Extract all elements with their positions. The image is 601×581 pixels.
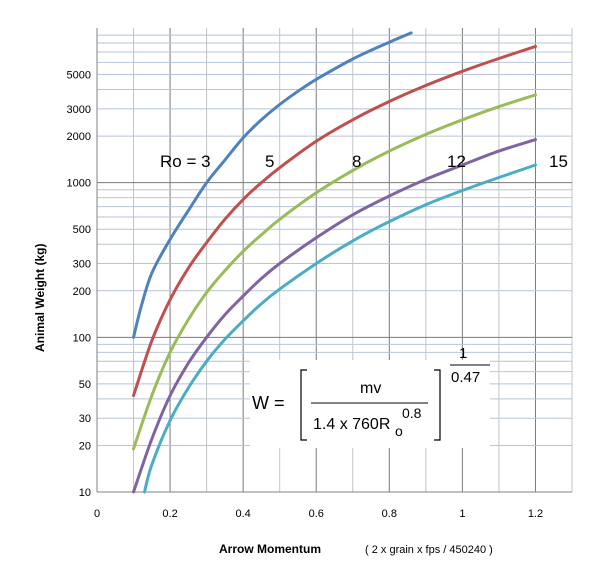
y-tick-label: 30 [79, 413, 91, 425]
formula: W = mv 1.4 x 760R o 0.8 1 0.47 [250, 345, 490, 448]
y-tick-label: 10 [79, 487, 91, 499]
x-tick-label: 1 [459, 508, 465, 520]
series-line-2 [132, 93, 537, 451]
series-lines [132, 31, 537, 494]
series-line-3 [132, 138, 537, 494]
y-tick-label: 3000 [67, 104, 91, 116]
y-tick-label: 100 [73, 332, 91, 344]
y-tick-labels: 10 20 30 50 100 200 300 500 1000 2000 3000 5000 [67, 70, 91, 499]
ro-label-8: 8 [352, 152, 361, 171]
x-tick-labels: 0 0.2 0.4 0.6 0.8 1 1.2 [94, 508, 543, 520]
ro-labels: Ro = 3 5 8 12 15 [160, 152, 568, 171]
ro-label-15: 15 [549, 152, 568, 171]
series-line-4 [143, 163, 537, 494]
ro-label-12: 12 [447, 152, 466, 171]
x-axis-title: Arrow Momentum [219, 542, 321, 556]
y-tick-label: 200 [73, 286, 91, 298]
formula-denominator-superscript: 0.8 [402, 405, 422, 421]
y-tick-label: 5000 [67, 70, 91, 82]
y-tick-label: 2000 [67, 131, 91, 143]
formula-left-bracket [300, 369, 307, 441]
formula-denominator-subscript: o [395, 423, 403, 439]
series-line-1 [132, 44, 537, 398]
ro-label-5: 5 [265, 152, 274, 171]
x-tick-label: 0.4 [236, 508, 251, 520]
y-tick-label: 1000 [67, 178, 91, 190]
ro-label-3: Ro = 3 [160, 152, 211, 171]
formula-lhs: W = [252, 393, 285, 413]
axes [96, 28, 572, 493]
formula-exponent-numerator: 1 [459, 345, 467, 362]
formula-numerator: mv [360, 380, 381, 397]
x-tick-label: 0 [94, 508, 100, 520]
y-tick-label: 20 [79, 440, 91, 452]
x-tick-label: 0.6 [309, 508, 324, 520]
formula-denominator: 1.4 x 760R [313, 416, 390, 433]
y-tick-label: 500 [73, 224, 91, 236]
y-tick-label: 300 [73, 259, 91, 271]
formula-right-bracket [434, 369, 441, 441]
x-tick-label: 0.2 [162, 508, 177, 520]
series-line-0 [132, 31, 413, 339]
x-tick-label: 0.8 [382, 508, 397, 520]
formula-background [250, 360, 490, 448]
formula-exponent-denominator: 0.47 [451, 369, 480, 386]
x-axis-note: ( 2 x grain x fps / 450240 ) [365, 544, 493, 556]
y-tick-label: 50 [79, 379, 91, 391]
y-axis-title: Animal Weight (kg) [33, 244, 47, 352]
x-tick-label: 1.2 [528, 508, 543, 520]
